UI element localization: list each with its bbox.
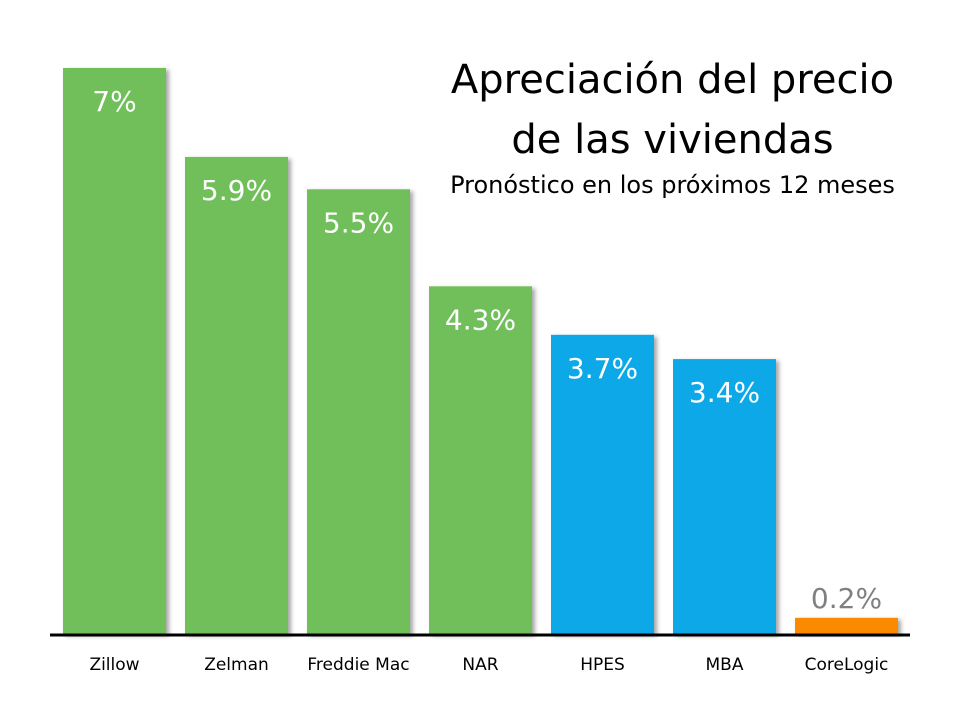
data-label: 3.4% xyxy=(689,376,760,409)
category-label: Freddie Mac xyxy=(307,655,409,675)
chart-title-line-2: de las viviendas xyxy=(511,117,834,163)
data-label: 5.9% xyxy=(201,174,272,207)
chart-subtitle: Pronóstico en los próximos 12 meses xyxy=(450,171,895,199)
bar-mba xyxy=(673,359,776,634)
bar-nar xyxy=(429,286,532,634)
category-label: CoreLogic xyxy=(805,655,889,675)
data-label: 0.2% xyxy=(811,582,882,615)
category-label: MBA xyxy=(706,655,744,675)
category-label: HPES xyxy=(580,655,625,675)
bar-hpes xyxy=(551,334,654,634)
category-label: Zillow xyxy=(89,655,139,675)
category-label: NAR xyxy=(462,655,498,675)
bar-freddie-mac xyxy=(307,189,410,635)
data-label: 7% xyxy=(92,85,136,118)
bar-zillow xyxy=(63,68,166,634)
chart-title-line-1: Apreciación del precio xyxy=(450,57,895,103)
data-label: 5.5% xyxy=(323,206,394,239)
bar-corelogic xyxy=(795,617,898,634)
category-label: Zelman xyxy=(204,655,269,675)
data-label: 4.3% xyxy=(445,303,516,336)
data-label: 3.7% xyxy=(567,352,638,385)
bar-zelman xyxy=(185,156,288,634)
